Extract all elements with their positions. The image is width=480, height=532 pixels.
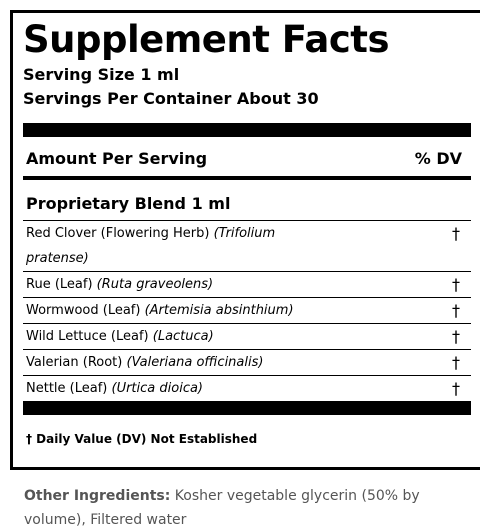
ingredient-latin: (Lactuca) (152, 329, 214, 344)
ingredient-dv: † (452, 275, 460, 294)
ingredient-text: Valerian (Root) (Valeriana officinalis) (26, 350, 306, 375)
ingredient-row: Nettle (Leaf) (Urtica dioica) † (23, 376, 471, 401)
ingredient-name: Rue (Leaf) (26, 277, 93, 292)
ingredient-latin: (Ruta graveolens) (96, 277, 214, 292)
ingredient-text: Wormwood (Leaf) (Artemisia absinthium) (26, 298, 306, 323)
ingredient-name: Nettle (Leaf) (26, 381, 108, 396)
ingredient-row: Rue (Leaf) (Ruta graveolens) † (23, 272, 471, 298)
ingredient-row: Red Clover (Flowering Herb) (Trifolium p… (23, 221, 471, 272)
ingredient-latin: (Valeriana officinalis) (126, 355, 264, 370)
serving-size: Serving Size 1 ml (23, 65, 180, 84)
ingredient-dv: † (452, 353, 460, 372)
ingredient-latin: (Trifolium pratense) (26, 226, 276, 266)
ingredient-row: Wormwood (Leaf) (Artemisia absinthium) † (23, 298, 471, 324)
servings-per-container: Servings Per Container About 30 (23, 89, 319, 108)
title: Supplement Facts (23, 18, 390, 61)
ingredient-row: Wild Lettuce (Leaf) (Lactuca) † (23, 324, 471, 350)
ingredient-dv: † (452, 301, 460, 320)
other-ingredients: Other Ingredients: Kosher vegetable glyc… (24, 484, 444, 532)
ingredient-dv: † (452, 327, 460, 346)
blend: Proprietary Blend 1 ml (23, 180, 471, 221)
divider (23, 401, 471, 415)
ingredient-text: Red Clover (Flowering Herb) (Trifolium p… (26, 221, 306, 271)
other-ingredients-text: Kosher vegetable glycerin (50% by volume… (24, 488, 420, 528)
ingredient-name: Wild Lettuce (Leaf) (26, 329, 149, 344)
amount-header: Amount Per Serving (26, 148, 208, 168)
divider (23, 123, 471, 137)
ingredient-latin: (Urtica dioica) (111, 381, 204, 396)
ingredient-name: Red Clover (Flowering Herb) (26, 226, 210, 241)
ingredient-text: Wild Lettuce (Leaf) (Lactuca) (26, 324, 306, 349)
amount-header-row: Amount Per Serving % DV (23, 140, 471, 180)
ingredient-name: Valerian (Root) (26, 355, 123, 370)
ingredient-text: Rue (Leaf) (Ruta graveolens) (26, 272, 306, 297)
other-ingredients-label: Other Ingredients: (24, 488, 171, 504)
ingredient-list: Red Clover (Flowering Herb) (Trifolium p… (23, 221, 471, 401)
ingredient-dv: † (452, 224, 460, 243)
ingredient-dv: † (452, 379, 460, 398)
dv-header: % DV (414, 148, 462, 168)
ingredient-name: Wormwood (Leaf) (26, 303, 141, 318)
ingredient-latin: (Artemisia absinthium) (144, 303, 294, 318)
supplement-facts-panel: Supplement Facts Serving Size 1 ml Servi… (10, 10, 480, 470)
ingredient-text: Nettle (Leaf) (Urtica dioica) (26, 376, 306, 401)
footnote: † Daily Value (DV) Not Established (26, 432, 258, 446)
ingredient-row: Valerian (Root) (Valeriana officinalis) † (23, 350, 471, 376)
